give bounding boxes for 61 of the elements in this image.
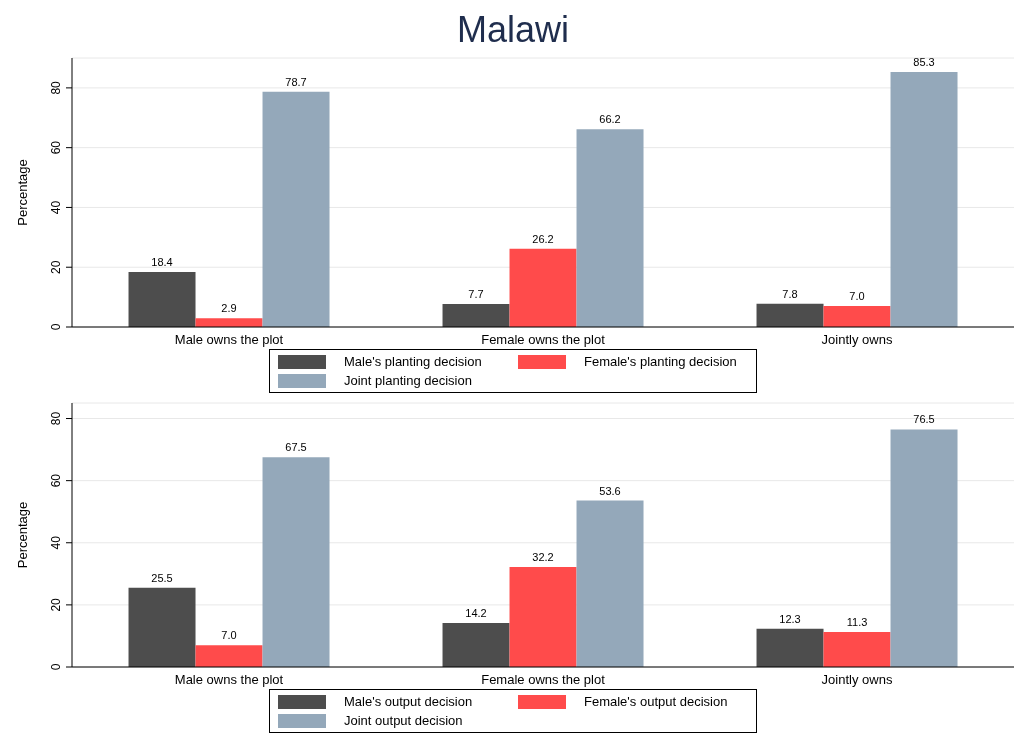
- bar: [509, 248, 577, 327]
- bar: [195, 318, 263, 327]
- y-axis-title: Percentage: [14, 159, 30, 226]
- x-tick-label: Male owns the plot: [174, 332, 284, 348]
- y-tick-label: 0: [49, 323, 63, 331]
- bar: [890, 429, 958, 667]
- data-label: 66.2: [599, 113, 621, 126]
- data-label: 76.5: [913, 413, 935, 426]
- bar: [756, 303, 824, 327]
- data-label: 78.7: [285, 75, 307, 88]
- x-tick-label: Male owns the plot: [174, 672, 284, 688]
- y-tick-label: 60: [49, 473, 63, 488]
- bar: [442, 622, 510, 667]
- data-label: 14.2: [465, 606, 487, 619]
- bar: [890, 72, 958, 327]
- bar: [442, 303, 510, 327]
- legend-label: Joint output decision: [344, 713, 463, 728]
- bar: [262, 91, 330, 327]
- bar: [262, 457, 330, 667]
- y-tick-label: 20: [49, 597, 63, 612]
- bar: [128, 587, 196, 667]
- legend-label: Male's planting decision: [344, 354, 482, 369]
- legend-label: Female's output decision: [584, 694, 728, 709]
- data-label: 85.3: [913, 56, 935, 69]
- data-label: 32.2: [532, 550, 554, 563]
- x-tick-label: Female owns the plot: [481, 672, 606, 688]
- y-tick-label: 0: [49, 663, 63, 671]
- data-label: 53.6: [599, 484, 621, 497]
- x-tick-label: Jointly owns: [821, 332, 893, 348]
- data-label: 25.5: [151, 571, 173, 584]
- bar: [509, 566, 577, 667]
- y-tick-label: 80: [49, 411, 63, 426]
- bar: [195, 645, 263, 667]
- x-tick-label: Jointly owns: [821, 672, 893, 688]
- y-tick-label: 20: [49, 260, 63, 274]
- data-label: 7.0: [849, 290, 865, 303]
- data-label: 7.0: [221, 629, 237, 642]
- bar: [823, 631, 891, 667]
- y-tick-label: 40: [49, 535, 63, 550]
- data-label: 26.2: [532, 232, 554, 245]
- legend-label: Joint planting decision: [344, 373, 472, 388]
- data-label: 2.9: [221, 302, 237, 315]
- y-axis-title: Percentage: [14, 501, 30, 569]
- chart-title: Malawi: [456, 8, 570, 52]
- bar: [128, 272, 196, 327]
- y-tick-label: 60: [49, 140, 63, 155]
- data-label: 12.3: [779, 612, 801, 625]
- data-label: 11.3: [846, 615, 868, 628]
- x-tick-label: Female owns the plot: [481, 332, 606, 348]
- data-label: 67.5: [285, 441, 307, 454]
- bar: [576, 129, 644, 327]
- bar: [756, 628, 824, 667]
- legend-label: Female's planting decision: [584, 354, 737, 369]
- data-label: 7.7: [468, 287, 484, 300]
- data-label: 7.8: [782, 287, 798, 300]
- y-tick-label: 80: [49, 80, 63, 95]
- legend-label: Male's output decision: [344, 694, 473, 709]
- bar: [823, 306, 891, 327]
- data-label: 18.4: [151, 256, 173, 268]
- bar: [576, 500, 644, 667]
- y-tick-label: 40: [49, 200, 63, 215]
